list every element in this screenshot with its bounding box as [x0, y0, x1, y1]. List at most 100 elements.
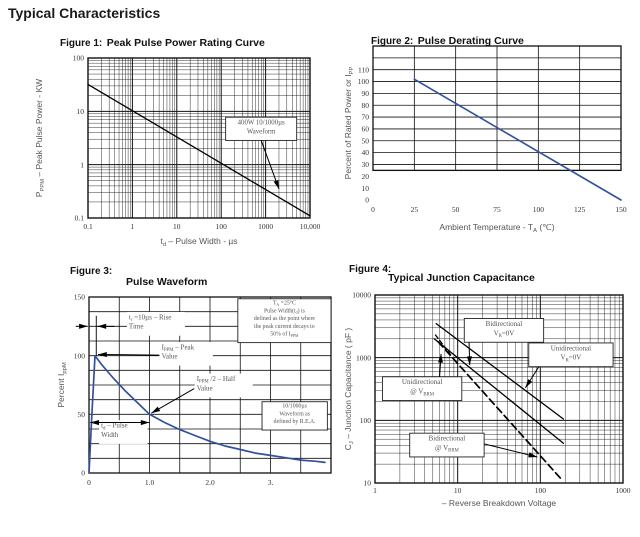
fig4-y-axis-label: CJ – Junction Capacitance ( pF ): [343, 328, 355, 451]
arrowhead: [140, 420, 150, 426]
fig3-y-axis-label: Percent IppM: [56, 362, 68, 407]
fig4-series-bidirectional-vbrm: [437, 340, 564, 482]
fig4-annotation-text: Unidirectional: [551, 344, 591, 352]
fig1-xtick: 1: [131, 222, 135, 231]
fig3-xtick: 2.0: [205, 478, 215, 487]
figure4-title: Typical Junction Capacitance: [388, 272, 535, 284]
fig3-annotation-text: Value: [162, 353, 178, 361]
fig1-xtick: 0.1: [83, 222, 93, 231]
figure3-header: Figure 3:: [70, 261, 112, 279]
fig3-annotation-text: td – Pulse: [101, 422, 128, 432]
fig3-annotation-text: 50% of IPPM: [270, 331, 299, 338]
fig1-notebox: [225, 116, 298, 141]
fig4-annotation-text: Bidirectional: [486, 320, 523, 328]
fig2-ytick: 0: [365, 196, 369, 205]
fig1-ytick: 0.1: [75, 214, 85, 223]
fig3-annotation-text: tr =10µs – Rise: [129, 313, 171, 323]
fig3-series-pulse-waveform: [88, 354, 326, 474]
annotation-arrow: [98, 353, 160, 356]
fig3-annotation-text: defined by R.E.A.: [274, 418, 317, 425]
figure2-label: Figure 2:: [371, 36, 414, 47]
figure2-header: Figure 2: Pulse Derating Curve: [371, 31, 524, 49]
fig3-xtick: 1.0: [145, 478, 155, 487]
figure3-label: Figure 3:: [70, 266, 113, 277]
figure3-title-row: Pulse Waveform: [126, 272, 207, 290]
fig2-xtick: 125: [574, 205, 586, 214]
fig2-xtick: 150: [615, 205, 627, 214]
fig2-ytick: 80: [362, 101, 370, 110]
fig4-xtick: 1000: [616, 486, 631, 495]
fig2-xtick: 100: [533, 205, 545, 214]
fig3-notebox: [237, 298, 332, 344]
fig2-xtick: 50: [452, 205, 460, 214]
fig3-annotation-text: the peak current decays to: [254, 324, 315, 330]
fig2-y-axis-label: Percent of Rated Power or IPP: [343, 67, 355, 180]
fig3-annotation-text: Pulse Width(td) is: [264, 307, 306, 314]
figure4-title-row: Typical Junction Capacitance: [388, 268, 535, 286]
fig1-ytick: 10: [77, 107, 85, 116]
fig3-annotation-text: 10/1000µs: [282, 403, 307, 409]
fig2-xtick: 25: [411, 205, 419, 214]
figure1-peak-pulse-power-chart: 0.1 1 10 100 1000 10,000 100 10 1 0.1 td – Pulse W…: [34, 54, 321, 249]
figure1-header: Figure 1: Peak Pulse Power Rating Curve: [60, 33, 265, 51]
fig4-annotation-text: Unidirectional: [402, 378, 442, 386]
fig3-annotation-text: Waveform as: [279, 410, 310, 417]
fig4-ytick: 10: [364, 479, 372, 488]
fig4-annotation-text: @ VBRM: [410, 388, 435, 398]
fig4-xtick: 1: [373, 486, 377, 495]
figure3-pulse-waveform-chart: 0 1.0 2.0 3. 0 50 100 150 Percent IppM tr =10µs –…: [56, 293, 332, 487]
fig2-xtick: 75: [493, 205, 501, 214]
annotation-arrow: [484, 443, 538, 458]
fig4-series-bidirectional-vr0: [433, 338, 565, 444]
fig2-ytick: 50: [362, 136, 370, 145]
fig3-annotation-text: Value: [197, 384, 213, 392]
fig3-text-bg: [99, 420, 148, 444]
fig1-xtick: 10: [173, 222, 181, 231]
arrowhead: [438, 353, 443, 363]
fig1-xtick: 1000: [258, 222, 273, 231]
fig4-notebox: [528, 342, 614, 368]
page-title: Typical Characteristics: [8, 5, 161, 21]
fig2-ytick: 30: [362, 160, 370, 169]
fig2-ytick: 60: [362, 125, 370, 134]
fig2-x-axis-label: Ambient Temperature - TA (℃): [439, 222, 554, 234]
fig2-ytick: 110: [358, 65, 369, 74]
arrowhead: [273, 179, 279, 189]
fig3-text-bg: [159, 341, 213, 366]
arrowhead: [90, 420, 99, 426]
fig4-annotation-text: VR=0V: [494, 329, 515, 339]
figure2-pulse-derating-chart: 0 25 50 75 100 125 150110100908070605040302010…: [343, 45, 627, 234]
fig2-ytick: 70: [362, 113, 370, 122]
fig2-ytick: 90: [362, 89, 370, 98]
fig4-annotation-text: @ VBRM: [435, 444, 460, 454]
arrowhead: [98, 352, 107, 358]
figure1-label: Figure 1:: [60, 38, 103, 49]
fig3-text-bg: [126, 311, 186, 336]
figure2-title: Pulse Derating Curve: [417, 35, 524, 47]
fig4-notebox: [463, 318, 545, 343]
fig2-ytick: 20: [362, 172, 370, 181]
fig1-annotation-text: 400W 10/1000µs: [238, 119, 285, 126]
fig3-annotation-text: Time: [129, 323, 144, 331]
fig3-ytick: 0: [81, 469, 85, 478]
arrowhead: [151, 406, 161, 414]
fig4-x-axis-label: – Reverse Breakdown Voltage: [442, 498, 557, 508]
arrowhead: [525, 379, 533, 388]
arrowhead: [528, 452, 538, 458]
fig2-xtick: 0: [371, 205, 375, 214]
fig3-xtick: 3.: [268, 478, 274, 487]
figure4-header: Figure 4:: [349, 259, 391, 277]
fig4-notebox: [409, 432, 485, 458]
fig3-xtick: 0: [87, 478, 91, 487]
fig4-annotation-text: Bidirectional: [429, 435, 466, 443]
fig3-annotation-text: IPPM – Peak: [162, 343, 195, 353]
fig2-ytick: 10: [362, 184, 370, 193]
fig4-ytick: 10000: [352, 291, 371, 300]
figure1-title: Peak Pulse Power Rating Curve: [106, 37, 265, 49]
fig4-xtick: 100: [535, 486, 547, 495]
fig3-ytick: 50: [78, 410, 86, 419]
fig1-xtick: 100: [216, 222, 228, 231]
fig3-notebox: [261, 401, 328, 431]
fig3-annotation-text: TA =25°C: [273, 300, 296, 307]
